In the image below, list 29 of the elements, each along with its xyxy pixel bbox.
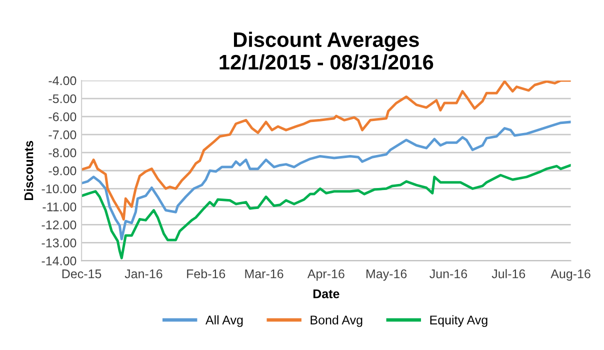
line-series: [82, 164, 571, 260]
legend-label: Bond Avg: [310, 315, 362, 327]
legend-label: Equity Avg: [430, 315, 488, 327]
y-tick-label: -11.00: [42, 202, 76, 212]
x-tick-label: Jul-16: [492, 269, 526, 278]
y-tick-label: -5.00: [48, 94, 76, 104]
x-tick-label: Aug-16: [550, 269, 590, 281]
y-tick-label: -7.00: [48, 130, 76, 140]
x-tick-label: Jun-16: [430, 269, 468, 278]
y-tick-label: -8.00: [48, 148, 76, 158]
x-tick-label: Mar-16: [245, 269, 284, 278]
y-tick-label: -13.00: [42, 238, 76, 248]
y-axis-title: Discounts: [24, 140, 34, 200]
x-tick-label: Feb-16: [187, 269, 226, 278]
line-series: [82, 120, 571, 240]
x-tick-label: Jan-16: [124, 269, 162, 278]
line-series: [82, 80, 571, 221]
x-axis-title: Date: [313, 290, 340, 298]
y-tick-label: -6.00: [48, 112, 76, 122]
y-tick-label: -4.00: [48, 76, 76, 86]
chart-title: Discount Averages 12/1/2015 - 08/31/2016: [220, 32, 434, 70]
x-tick-label: May-16: [366, 269, 407, 281]
y-tick-label: -10.00: [42, 184, 76, 194]
y-tick-label: -14.00: [42, 256, 76, 266]
legend-label: All Avg: [205, 315, 243, 327]
y-tick-label: -9.00: [48, 166, 76, 176]
x-tick-label: Apr-16: [307, 269, 344, 281]
y-tick-label: -12.00: [42, 220, 76, 230]
x-tick-label: Dec-15: [62, 270, 102, 278]
